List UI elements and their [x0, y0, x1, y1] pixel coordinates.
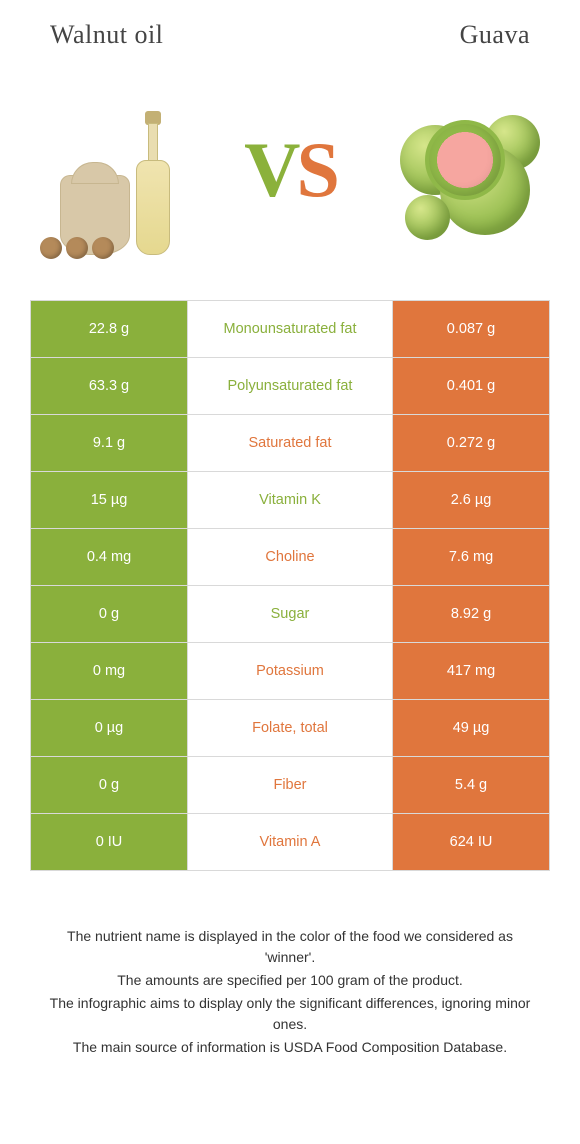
value-right: 0.087 g [392, 301, 549, 357]
table-row: 0 IUVitamin A624 IU [31, 814, 549, 871]
nutrient-name: Vitamin A [188, 814, 392, 870]
vs-v: V [244, 126, 296, 213]
value-right: 2.6 µg [392, 472, 549, 528]
nutrient-name: Saturated fat [188, 415, 392, 471]
table-row: 63.3 gPolyunsaturated fat0.401 g [31, 358, 549, 415]
nutrient-table: 22.8 gMonounsaturated fat0.087 g63.3 gPo… [30, 300, 550, 871]
value-right: 0.401 g [392, 358, 549, 414]
vs-s: S [296, 126, 335, 213]
title-left: Walnut oil [50, 20, 163, 50]
footer-line: The infographic aims to display only the… [40, 993, 540, 1035]
footer-line: The main source of information is USDA F… [40, 1037, 540, 1058]
nutrient-name: Monounsaturated fat [188, 301, 392, 357]
table-row: 0.4 mgCholine7.6 mg [31, 529, 549, 586]
value-right: 49 µg [392, 700, 549, 756]
value-left: 0 µg [31, 700, 188, 756]
value-left: 0.4 mg [31, 529, 188, 585]
value-right: 624 IU [392, 814, 549, 870]
table-row: 22.8 gMonounsaturated fat0.087 g [31, 301, 549, 358]
value-right: 5.4 g [392, 757, 549, 813]
value-left: 0 IU [31, 814, 188, 870]
table-row: 0 gSugar8.92 g [31, 586, 549, 643]
value-left: 63.3 g [31, 358, 188, 414]
nutrient-name: Polyunsaturated fat [188, 358, 392, 414]
nutrient-name: Sugar [188, 586, 392, 642]
title-row: Walnut oil Guava [0, 0, 580, 60]
table-row: 9.1 gSaturated fat0.272 g [31, 415, 549, 472]
footer-notes: The nutrient name is displayed in the co… [40, 926, 540, 1058]
footer-line: The amounts are specified per 100 gram o… [40, 970, 540, 991]
value-left: 0 g [31, 757, 188, 813]
walnut-oil-image [30, 85, 200, 255]
value-right: 8.92 g [392, 586, 549, 642]
value-left: 22.8 g [31, 301, 188, 357]
vs-label: VS [244, 125, 336, 215]
value-right: 0.272 g [392, 415, 549, 471]
guava-image [380, 85, 550, 255]
nutrient-name: Folate, total [188, 700, 392, 756]
nutrient-name: Potassium [188, 643, 392, 699]
table-row: 0 mgPotassium417 mg [31, 643, 549, 700]
footer-line: The nutrient name is displayed in the co… [40, 926, 540, 968]
nutrient-name: Choline [188, 529, 392, 585]
comparison-infographic: Walnut oil Guava VS 22.8 gMonounsaturate… [0, 0, 580, 1058]
value-left: 9.1 g [31, 415, 188, 471]
table-row: 15 µgVitamin K2.6 µg [31, 472, 549, 529]
value-right: 7.6 mg [392, 529, 549, 585]
value-left: 0 g [31, 586, 188, 642]
table-row: 0 gFiber5.4 g [31, 757, 549, 814]
value-left: 15 µg [31, 472, 188, 528]
nutrient-name: Fiber [188, 757, 392, 813]
hero-row: VS [30, 70, 550, 270]
nutrient-name: Vitamin K [188, 472, 392, 528]
title-right: Guava [460, 20, 530, 50]
value-right: 417 mg [392, 643, 549, 699]
value-left: 0 mg [31, 643, 188, 699]
table-row: 0 µgFolate, total49 µg [31, 700, 549, 757]
